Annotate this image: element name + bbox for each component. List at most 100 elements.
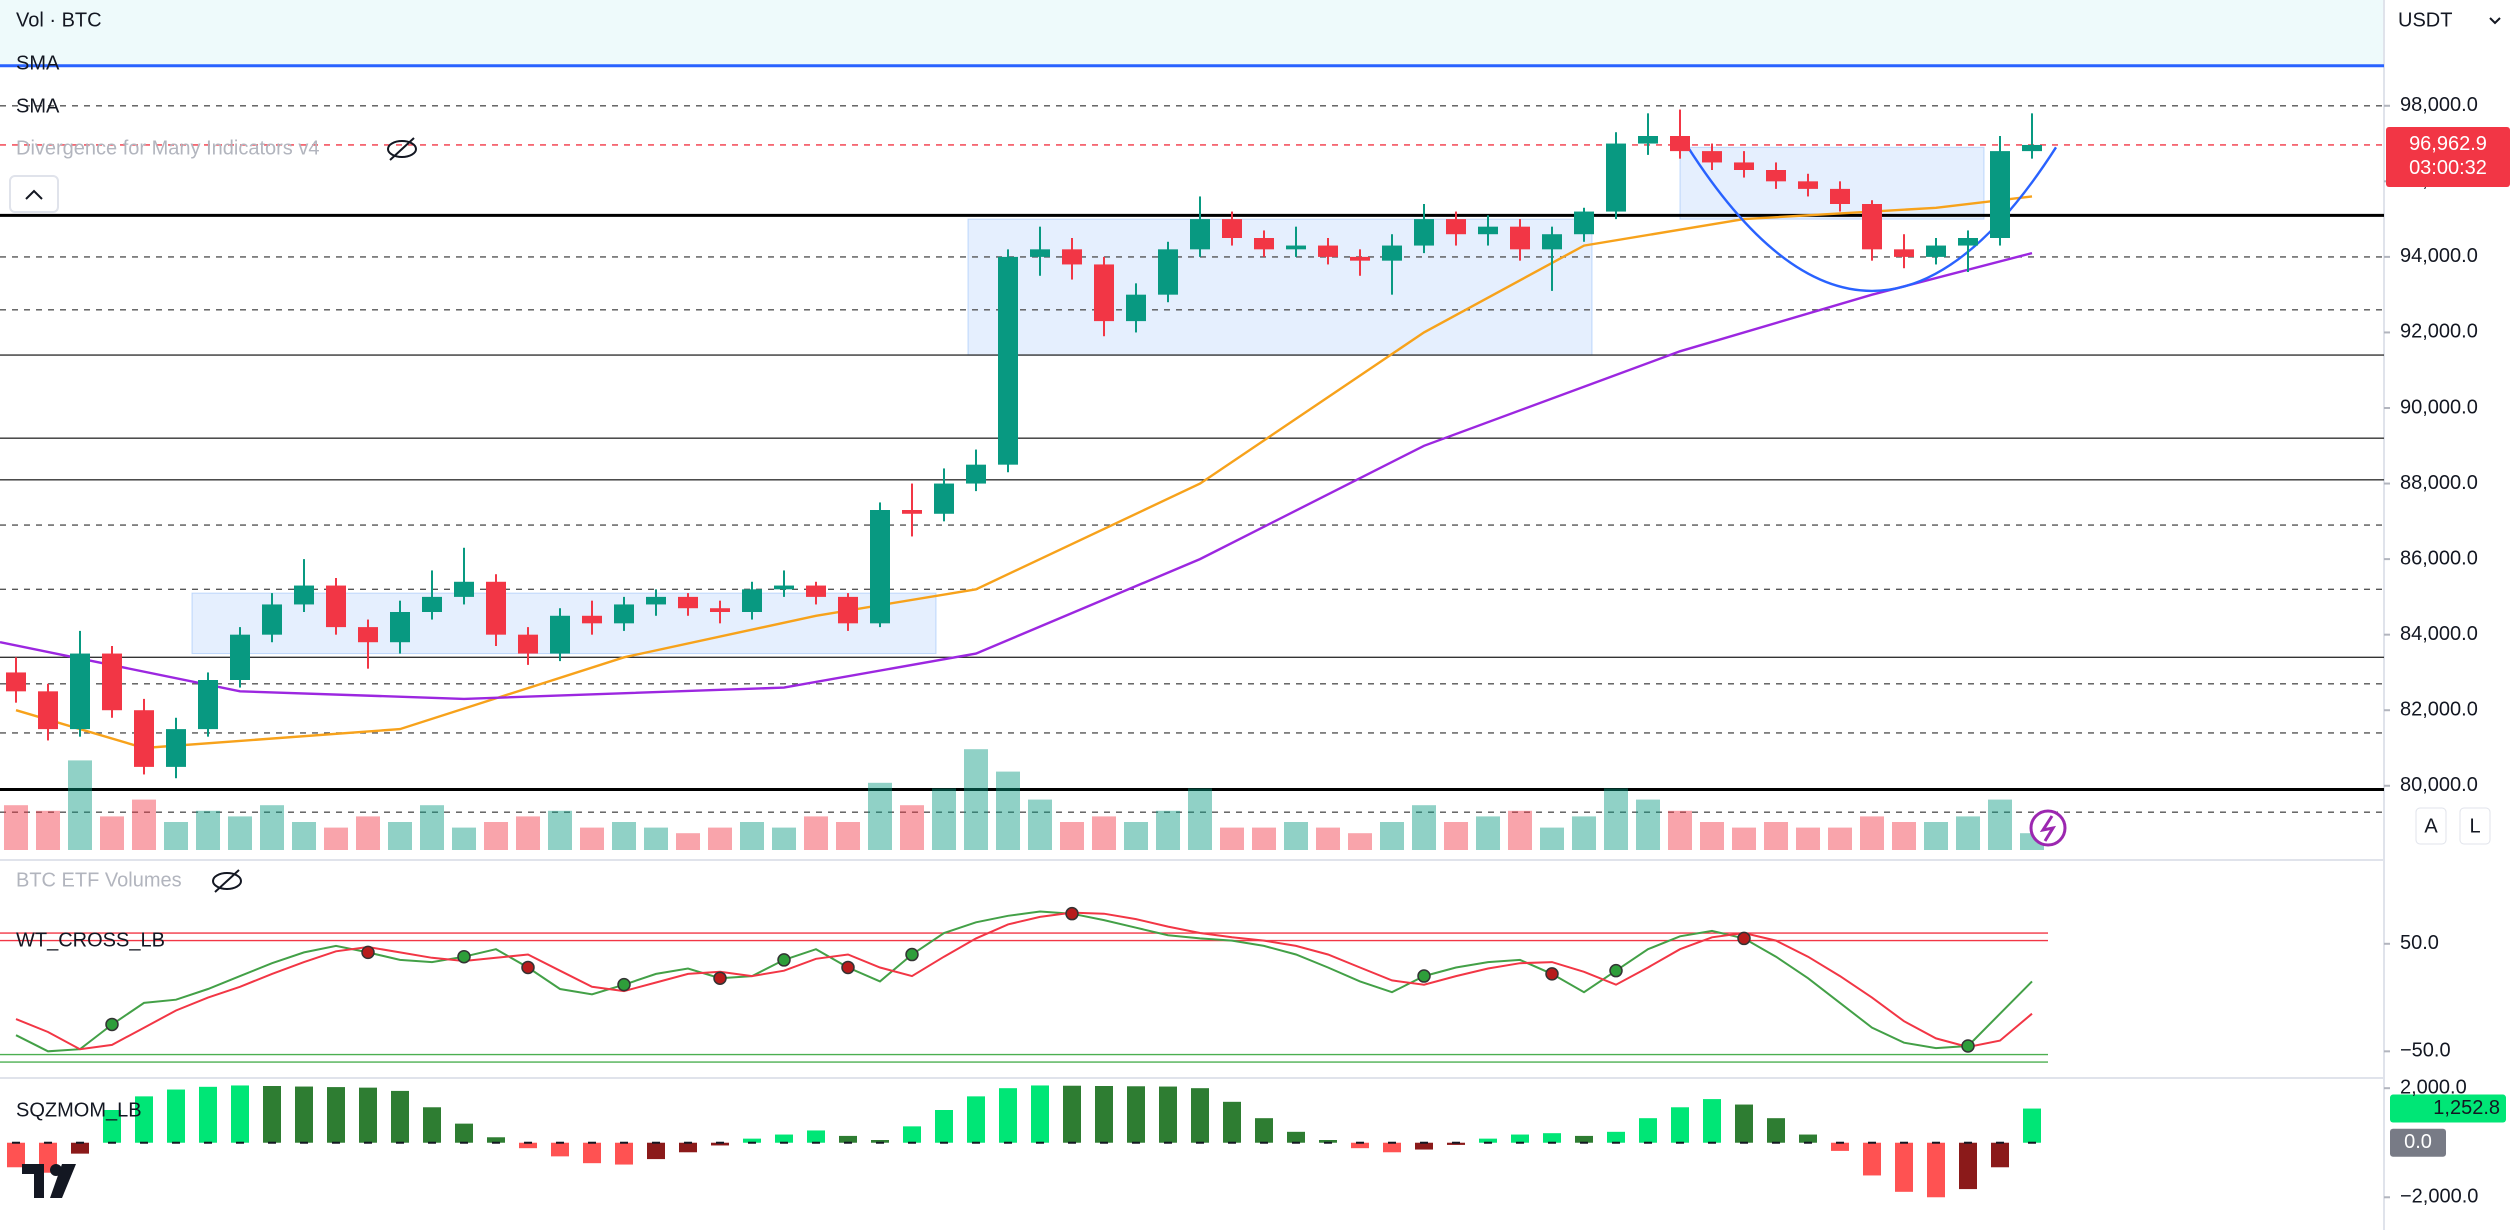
y-tick-label: 82,000.0 (2400, 699, 2478, 721)
volume-bar (452, 827, 476, 850)
indicator-label: SQZMOM_LB (16, 1099, 142, 1121)
collapse-button[interactable] (9, 175, 59, 213)
momentum-bar (967, 1096, 985, 1143)
volume-bar (740, 822, 764, 850)
volume-bar (1764, 822, 1788, 850)
momentum-bar (903, 1126, 921, 1143)
volume-bar (324, 827, 348, 850)
volume-bar (612, 822, 636, 850)
cross-dot (713, 971, 727, 985)
candle-body (1798, 181, 1818, 189)
momentum-bar (1991, 1142, 2009, 1168)
candle-body (582, 615, 602, 624)
volume-bar (1828, 827, 1852, 850)
candle-body (230, 634, 250, 680)
cross-dot (1417, 969, 1431, 983)
volume-bar (356, 816, 380, 850)
hide-icon[interactable] (387, 137, 417, 161)
momentum-bar (679, 1142, 697, 1153)
candle-body (1446, 219, 1466, 235)
legend-entry: SMA (16, 52, 60, 74)
candle-body (1094, 264, 1114, 322)
currency[interactable]: USDT (2398, 9, 2452, 31)
volume-bar (1092, 816, 1116, 850)
candle-body (838, 596, 858, 624)
volume-bar (644, 827, 668, 850)
volume-bar (1956, 816, 1980, 850)
volume-bar (100, 816, 124, 850)
countdown: 03:00:32 (2409, 157, 2487, 179)
y-tick-label: 88,000.0 (2400, 472, 2478, 494)
sma-line (0, 251, 2033, 701)
y-tick-label: −2,000.0 (2400, 1186, 2478, 1208)
volume-bar (1444, 822, 1468, 850)
candle-body (38, 691, 58, 730)
candle-body (1766, 170, 1786, 182)
candle-body (1062, 249, 1082, 265)
momentum-bar (1287, 1131, 1305, 1143)
momentum-bar (583, 1142, 601, 1164)
volume-bar (932, 788, 956, 850)
candle-body (1190, 219, 1210, 250)
volume-bar (228, 816, 252, 850)
cross-dot (617, 977, 631, 992)
momentum-bar (1671, 1107, 1689, 1143)
zero-label: 0.0 (2404, 1131, 2432, 1153)
momentum-bar (1607, 1131, 1625, 1143)
candle-body (934, 483, 954, 514)
candle-body (1542, 234, 1562, 250)
candle-body (1222, 219, 1242, 238)
volume-bar (420, 805, 444, 850)
momentum-bar (199, 1086, 217, 1143)
candle-body (774, 585, 794, 590)
sma-line (15, 195, 2033, 750)
volume-bar (1668, 810, 1692, 850)
momentum-bar (1639, 1118, 1657, 1143)
volume-bar (388, 822, 412, 850)
momentum-bar (1831, 1142, 1849, 1151)
candle-body (1350, 256, 1370, 261)
volume-bar (996, 771, 1020, 850)
candle-body (614, 604, 634, 624)
scale-button[interactable]: A (2415, 807, 2447, 845)
volume-bar (580, 827, 604, 850)
momentum-bar (1703, 1099, 1721, 1143)
momentum-bar (1191, 1088, 1209, 1143)
momentum-bar (487, 1137, 505, 1143)
y-tick-label: 92,000.0 (2400, 321, 2478, 343)
volume-bar (1540, 827, 1564, 850)
cross-dot (1737, 931, 1751, 946)
momentum-bar (1479, 1138, 1497, 1143)
scale-button[interactable]: L (2459, 807, 2491, 845)
indicator-label: WT_CROSS_LB (16, 929, 165, 951)
volume-bar (260, 805, 284, 850)
logo (22, 1164, 76, 1198)
candle-body (1638, 136, 1658, 144)
candle-body (1670, 136, 1690, 152)
momentum-bar (647, 1142, 665, 1160)
momentum-bar (1863, 1142, 1881, 1176)
candle-body (998, 256, 1018, 465)
hide-icon[interactable] (212, 869, 242, 893)
candle-body (1702, 151, 1722, 163)
volume-bar (36, 810, 60, 850)
candle-body (646, 596, 666, 605)
momentum-bar (1543, 1133, 1561, 1143)
candle-body (294, 585, 314, 605)
cross-dot (1545, 967, 1559, 981)
volume-bar (132, 799, 156, 850)
momentum-bar (1159, 1086, 1177, 1143)
momentum-bar (1031, 1085, 1049, 1143)
price-badge (2386, 126, 2510, 187)
volume-bar (676, 833, 700, 850)
candle-body (806, 585, 826, 597)
volume-bar (1380, 822, 1404, 850)
volume-bar (1156, 810, 1180, 850)
momentum-bar (1095, 1086, 1113, 1143)
candle-body (1478, 226, 1498, 235)
cross-dot (905, 947, 919, 962)
volume-bar (1316, 827, 1340, 850)
lightning-button[interactable] (2029, 809, 2067, 847)
momentum-bar (1511, 1134, 1529, 1143)
